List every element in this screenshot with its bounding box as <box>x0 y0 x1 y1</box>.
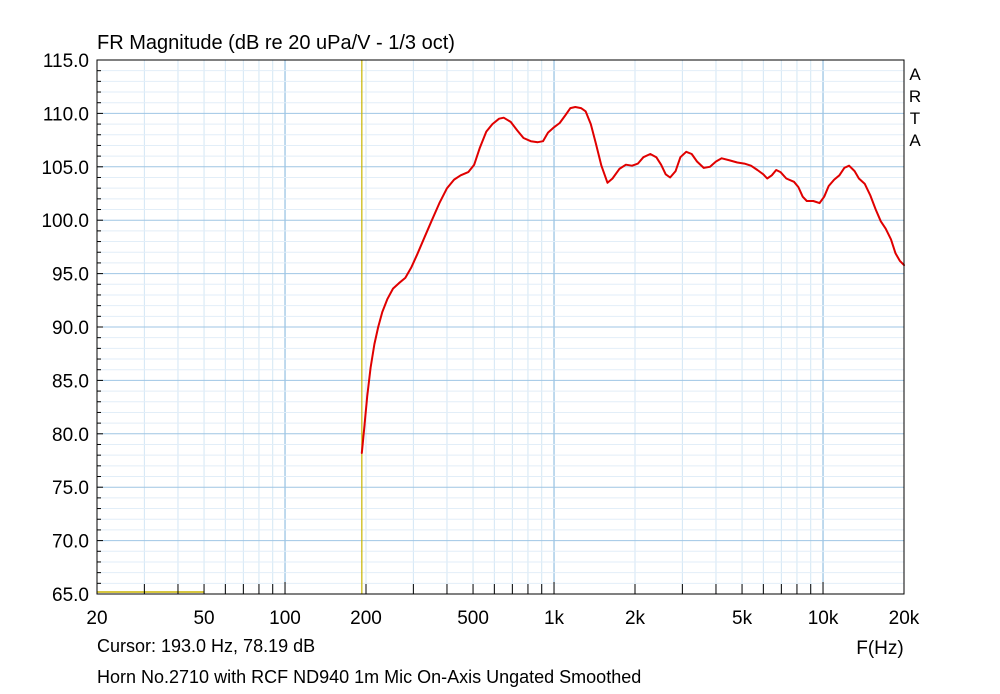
x-tick-label: 10k <box>808 608 839 629</box>
x-tick-label: 50 <box>193 608 214 629</box>
x-tick-label: 100 <box>269 608 301 629</box>
y-tick-label: 70.0 <box>52 532 89 553</box>
cursor <box>97 60 363 594</box>
x-tick-label: 20k <box>889 608 920 629</box>
chart-title: FR Magnitude (dB re 20 uPa/V - 1/3 oct) <box>97 32 455 54</box>
x-tick-label: 500 <box>457 608 489 629</box>
y-tick-label: 105.0 <box>41 158 89 179</box>
x-tick-label: 5k <box>732 608 753 629</box>
grid <box>97 60 904 594</box>
x-tick-label: 20 <box>86 608 107 629</box>
y-tick-label: 100.0 <box>41 211 89 232</box>
axis-labels: 115.0 110.0 105.0 100.0 95.0 90.0 85.0 80.0 75.0… <box>41 51 919 629</box>
y-tick-label: 110.0 <box>43 104 89 125</box>
arta-letter: A <box>909 131 921 150</box>
series-layer <box>360 106 905 454</box>
y-tick-label: 85.0 <box>52 371 89 392</box>
y-tick-label: 75.0 <box>52 478 89 499</box>
y-tick-label: 65.0 <box>52 585 89 606</box>
y-tick-label: 80.0 <box>52 425 89 446</box>
response-curve-0 <box>360 106 905 454</box>
x-tick-label: 200 <box>350 608 382 629</box>
arta-letter: T <box>910 109 920 128</box>
axis-ticks <box>97 70 824 594</box>
arta-letter: A <box>909 65 921 84</box>
x-tick-label: 2k <box>625 608 646 629</box>
y-tick-label: 115.0 <box>43 51 89 72</box>
y-tick-label: 95.0 <box>52 265 89 286</box>
x-axis-label: F(Hz) <box>856 638 903 659</box>
x-tick-label: 1k <box>544 608 565 629</box>
arta-letter: R <box>909 87 921 106</box>
cursor-readout: Cursor: 193.0 Hz, 78.19 dB <box>97 636 316 656</box>
measurement-description: Horn No.2710 with RCF ND940 1m Mic On-Ax… <box>97 667 642 687</box>
y-tick-label: 90.0 <box>52 318 89 339</box>
